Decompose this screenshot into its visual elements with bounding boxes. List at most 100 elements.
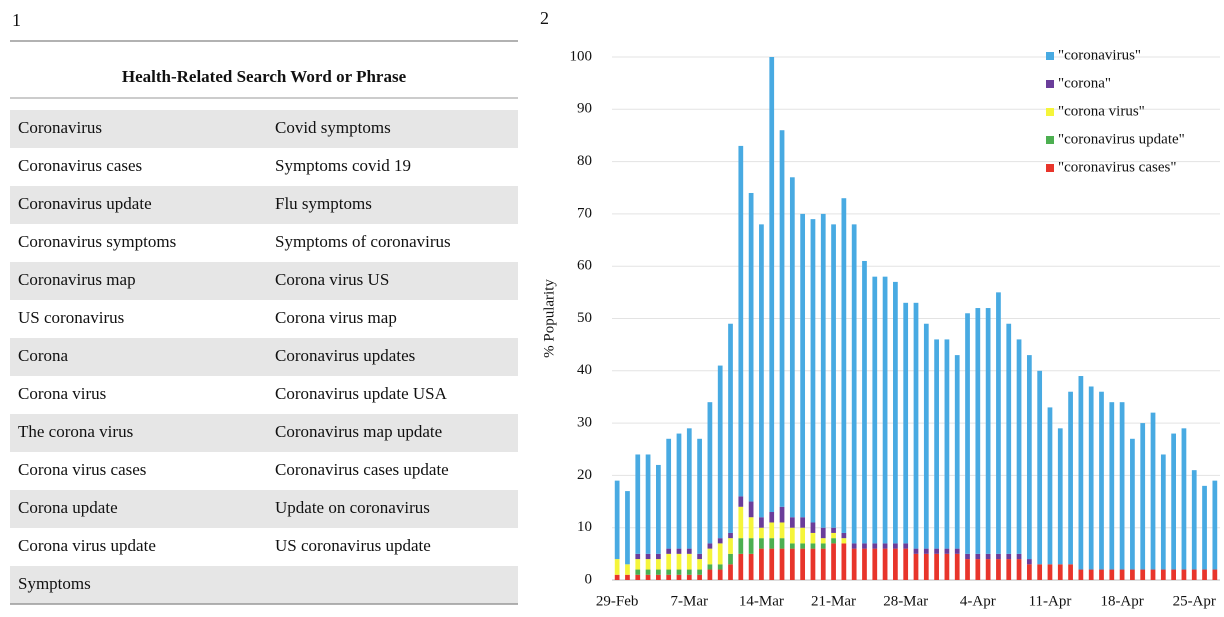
bar-segment (769, 538, 775, 549)
bar-segment (923, 323, 929, 549)
bar-segment (1130, 569, 1135, 580)
bar-segment (1191, 569, 1197, 580)
bar-segment (903, 543, 909, 549)
bar-segment (717, 543, 723, 565)
x-tick-label: 29-Feb (596, 593, 639, 609)
bar-segment (789, 177, 795, 518)
table-cell: Corona virus map (275, 308, 397, 327)
row-shade (10, 566, 518, 604)
bar-segment (789, 517, 795, 528)
legend-swatch (1046, 136, 1054, 144)
bar-segment (1130, 438, 1135, 570)
legend-label: "corona" (1058, 75, 1111, 91)
bar-segment (1047, 564, 1053, 580)
bar-segment (1057, 428, 1063, 565)
row-shade (10, 338, 518, 376)
table-cell: Corona (18, 346, 69, 365)
bar-segment (903, 548, 909, 580)
bar-segment (676, 548, 682, 554)
bar-segment (831, 543, 836, 580)
bar-segment (1160, 569, 1166, 580)
bar-segment (923, 553, 929, 580)
bar-segment (717, 365, 723, 539)
bar-segment (645, 454, 651, 554)
bar-segment (831, 532, 836, 539)
bar-segment (717, 538, 723, 544)
bar-segment (1078, 569, 1084, 580)
bar-segment (944, 339, 950, 549)
bar-segment (738, 553, 744, 580)
bar-segment (666, 548, 672, 554)
bar-segment (810, 543, 816, 549)
y-tick-label: 50 (577, 310, 592, 326)
bar-segment (882, 276, 888, 544)
bar-segment (913, 548, 919, 554)
bar-segment (831, 224, 836, 528)
row-shade (10, 110, 518, 148)
table-cell: Coronavirus symptoms (18, 232, 176, 251)
bar-segment (934, 553, 939, 580)
bar-segment (707, 569, 713, 580)
table-cell: Corona virus (18, 384, 106, 403)
bar-segment (893, 543, 898, 549)
bar-segment (769, 522, 775, 539)
bar-segment (985, 553, 991, 560)
bar-segment (614, 480, 620, 560)
bar-segment (697, 559, 702, 570)
bar-segment (1160, 454, 1166, 570)
bar-segment (934, 548, 939, 554)
table-cell: Coronavirus (18, 118, 102, 137)
bar-segment (738, 506, 744, 539)
bar-segment (862, 543, 867, 549)
bar-segment (1088, 569, 1094, 580)
bar-segment (728, 564, 733, 580)
bar-segment (1037, 370, 1043, 565)
bar-segment (625, 564, 630, 575)
bar-segment (1140, 569, 1146, 580)
bar-segment (789, 548, 795, 580)
bar-segment (779, 522, 785, 539)
bar-segment (697, 438, 702, 554)
bar-segment (841, 532, 847, 539)
legend-label: "coronavirus" (1058, 47, 1141, 63)
bar-segment (954, 548, 960, 554)
panel-label: 1 (12, 10, 21, 30)
bar-segment (728, 538, 733, 554)
bar-segment (923, 548, 929, 554)
bar-segment (1099, 569, 1104, 580)
bar-segment (738, 538, 744, 554)
x-tick-label: 25-Apr (1173, 593, 1216, 609)
bar-segment (686, 574, 692, 580)
bar-segment (831, 538, 836, 544)
table-cell: Corona virus US (275, 270, 389, 289)
table-cell: Coronavirus updates (275, 346, 415, 365)
table-cell: Covid symptoms (275, 118, 391, 137)
bar-segment (862, 260, 867, 544)
legend-label: "coronavirus update" (1058, 131, 1185, 147)
bar-segment (1068, 564, 1073, 580)
y-tick-label: 20 (577, 467, 592, 483)
bar-segment (625, 574, 630, 580)
bar-segment (851, 224, 857, 544)
bar-segment (841, 538, 847, 544)
bar-segment (862, 548, 867, 580)
bar-segment (1150, 412, 1156, 570)
bar-segment (965, 313, 970, 554)
bar-segment (800, 548, 806, 580)
bar-segment (656, 559, 661, 570)
bar-segment (851, 543, 857, 549)
bar-segment (759, 517, 764, 528)
bar-segment (820, 527, 826, 539)
bar-segment (625, 491, 630, 565)
x-tick-label: 14-Mar (739, 593, 784, 609)
bar-segment (676, 574, 682, 580)
bar-segment (996, 553, 1001, 560)
bar-segment (820, 538, 826, 544)
bar-segment (1119, 402, 1125, 570)
bar-segment (985, 559, 991, 580)
bar-segment (1006, 323, 1012, 554)
table-cell: Symptoms of coronavirus (275, 232, 451, 251)
bar-segment (820, 213, 826, 528)
bar-segment (1202, 569, 1207, 580)
